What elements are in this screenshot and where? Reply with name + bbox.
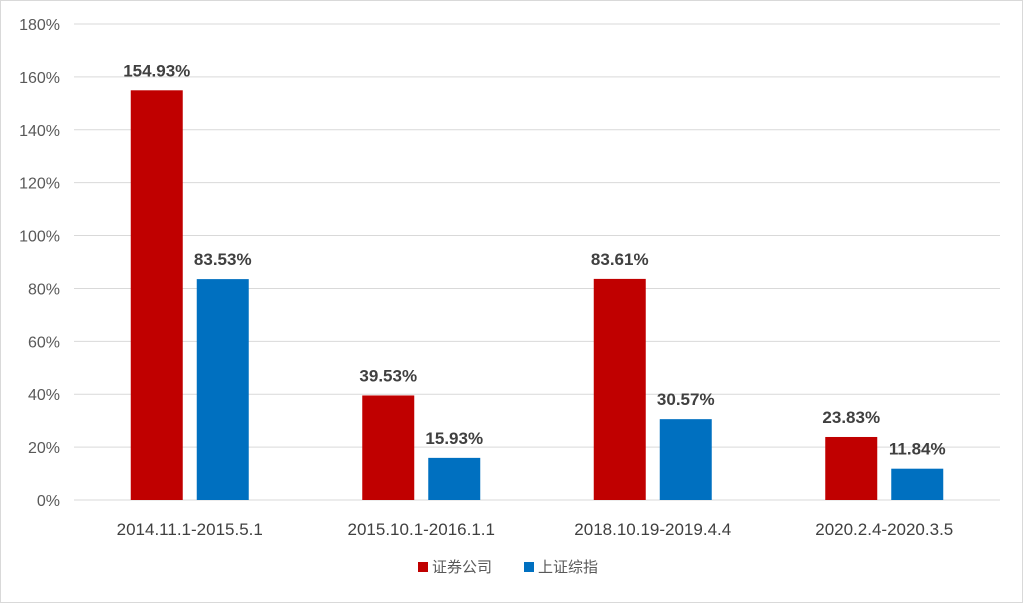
y-tick-label: 120% [19, 176, 60, 193]
bar [891, 468, 944, 500]
data-label: 39.53% [359, 366, 417, 385]
bar [130, 90, 183, 501]
y-tick-label: 160% [19, 70, 60, 87]
data-label: 83.53% [194, 250, 252, 269]
legend-label: 证券公司 [432, 558, 492, 576]
y-tick-label: 0% [37, 493, 60, 510]
data-label: 23.83% [822, 408, 880, 427]
bar [362, 395, 415, 500]
data-label: 15.93% [425, 429, 483, 448]
y-tick-label: 180% [19, 17, 60, 34]
x-category-label: 2014.11.1-2015.5.1 [117, 520, 263, 539]
legend-swatch [418, 562, 428, 572]
x-category-label: 2020.2.4-2020.3.5 [815, 520, 953, 539]
data-label: 30.57% [657, 390, 715, 409]
x-category-label: 2015.10.1-2016.1.1 [348, 520, 495, 539]
y-tick-label: 60% [28, 334, 60, 351]
y-tick-label: 20% [28, 440, 60, 457]
y-tick-label: 80% [28, 281, 60, 298]
bar [428, 457, 481, 500]
data-label: 83.61% [591, 250, 649, 269]
bar [196, 279, 249, 500]
y-tick-label: 140% [19, 123, 60, 140]
bar [659, 419, 712, 500]
legend-swatch [524, 562, 534, 572]
data-label: 154.93% [123, 61, 190, 80]
x-category-label: 2018.10.19-2019.4.4 [574, 520, 731, 539]
data-label: 11.84% [889, 440, 946, 459]
legend-label: 上证综指 [538, 558, 598, 576]
y-tick-label: 40% [28, 387, 60, 404]
bar [825, 436, 878, 500]
y-tick-label: 100% [19, 229, 60, 246]
bar [593, 278, 646, 500]
